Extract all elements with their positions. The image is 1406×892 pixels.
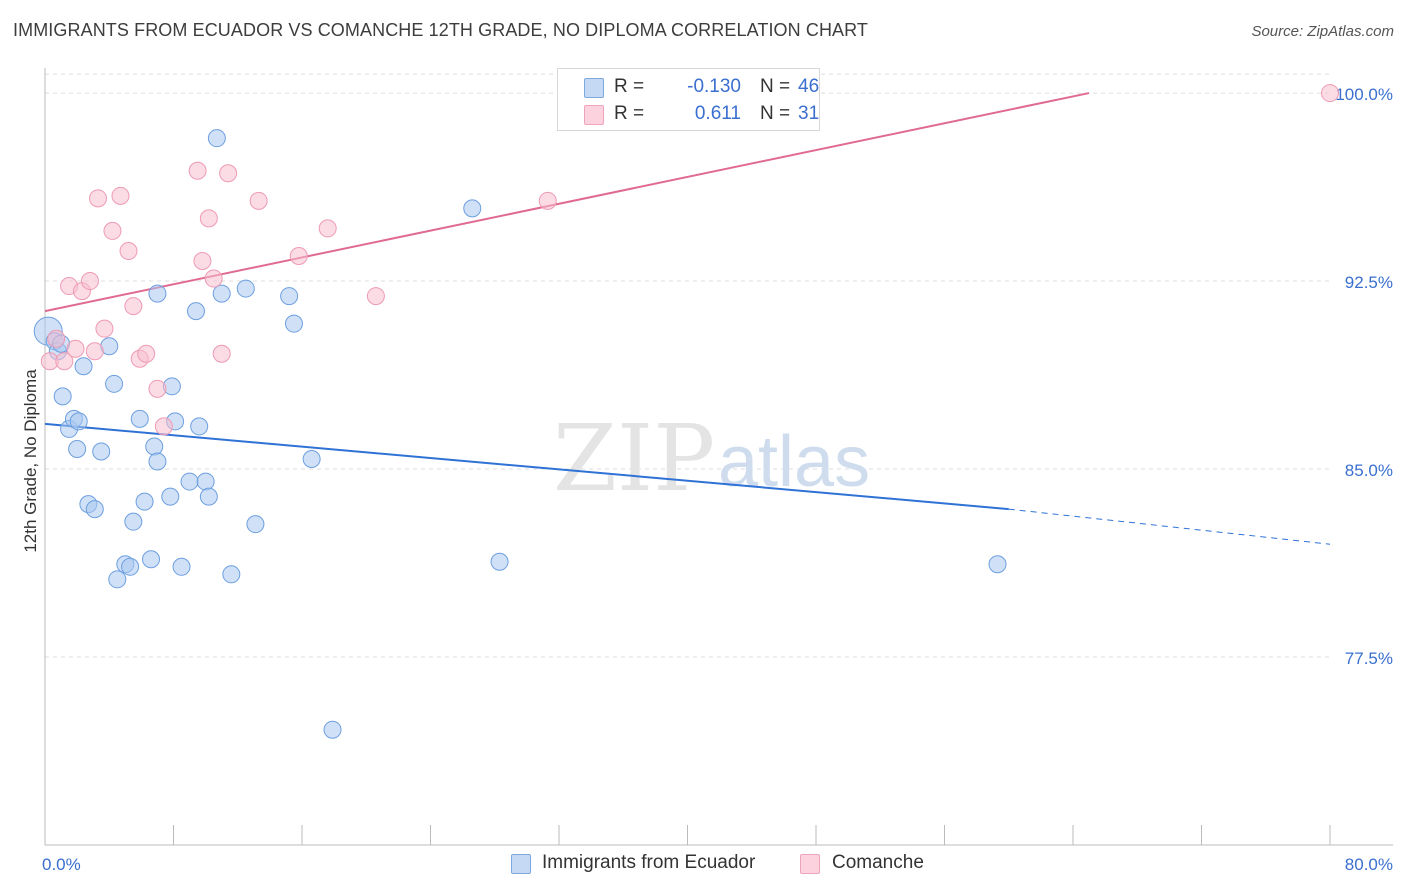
bottom-legend-swatch-pink (800, 854, 820, 874)
y-tick-label: 77.5% (1345, 649, 1393, 668)
point-comanche (124, 297, 143, 316)
point-comanche (249, 191, 268, 210)
point-comanche (212, 344, 231, 363)
x-tick-label: 80.0% (1345, 855, 1393, 874)
point-comanche (85, 342, 104, 361)
point-ecuador (68, 439, 87, 458)
point-ecuador (142, 550, 161, 569)
point-comanche (188, 161, 207, 180)
point-ecuador (988, 555, 1007, 574)
point-ecuador (186, 302, 205, 321)
bottom-legend-label: Comanche (832, 852, 924, 873)
legend-n-label: N = (760, 76, 791, 97)
point-comanche (47, 329, 66, 348)
legend-n-label: N = (760, 103, 791, 124)
point-ecuador (135, 492, 154, 511)
point-comanche (148, 379, 167, 398)
point-comanche (1321, 84, 1339, 103)
point-comanche (154, 417, 173, 436)
bottom-legend-label: Immigrants from Ecuador (542, 852, 756, 873)
watermark-zip: ZIP (553, 405, 715, 512)
point-ecuador (145, 437, 164, 456)
point-comanche (119, 241, 138, 260)
y-tick-label: 92.5% (1345, 273, 1393, 292)
point-comanche (538, 191, 557, 210)
point-ecuador (490, 552, 509, 571)
point-ecuador (92, 442, 111, 461)
point-comanche (137, 344, 156, 363)
bottom-legend-swatch-blue (511, 854, 531, 874)
legend-r-label: R = (614, 103, 645, 124)
axes (44, 68, 1393, 846)
source-label: Source: ZipAtlas.com (1251, 23, 1394, 40)
legend-r-label: R = (614, 76, 645, 97)
point-ecuador (121, 557, 140, 576)
point-ecuador (302, 450, 321, 469)
point-ecuador (190, 417, 209, 436)
trend-line-ecuador (44, 422, 1009, 511)
point-ecuador (161, 487, 180, 506)
point-ecuador (207, 129, 226, 148)
point-ecuador (323, 720, 342, 739)
point-ecuador (199, 487, 218, 506)
x-tick-label: 0.0% (42, 855, 81, 874)
point-comanche (103, 221, 122, 240)
point-comanche (199, 209, 218, 228)
y-tick-label: 100.0% (1335, 85, 1393, 104)
legend-r-value: 0.611 (694, 103, 741, 124)
legend-n-value: 46 (798, 76, 820, 97)
point-ecuador (236, 279, 255, 298)
point-comanche (111, 186, 130, 205)
point-comanche (193, 251, 212, 270)
point-comanche (366, 287, 385, 306)
point-comanche (318, 219, 337, 238)
point-comanche (55, 352, 74, 371)
watermark: ZIP atlas (553, 405, 870, 512)
point-ecuador (105, 374, 124, 393)
y-axis-label: 12th Grade, No Diploma (21, 369, 40, 553)
point-comanche (204, 269, 223, 288)
data-points (33, 84, 1339, 739)
point-comanche (80, 272, 99, 291)
watermark-atlas: atlas (718, 422, 870, 502)
point-ecuador (69, 412, 88, 431)
legend-n-value: 31 (798, 103, 820, 124)
point-ecuador (130, 409, 149, 428)
point-ecuador (85, 500, 104, 519)
point-ecuador (222, 565, 241, 584)
point-ecuador (148, 452, 167, 471)
legend-swatch-blue (584, 78, 604, 98)
point-ecuador (196, 472, 215, 491)
stats-legend: R = -0.130 N = 46 R = 0.611 N = 31 (557, 68, 820, 131)
point-comanche (289, 246, 308, 265)
chart-title: IMMIGRANTS FROM ECUADOR VS COMANCHE 12TH… (13, 20, 869, 40)
point-ecuador (172, 557, 191, 576)
point-comanche (95, 319, 114, 338)
point-ecuador (53, 387, 72, 406)
point-comanche (219, 164, 238, 183)
point-ecuador (108, 570, 127, 589)
point-comanche (66, 339, 85, 358)
legend-r-value: -0.130 (687, 76, 741, 97)
point-ecuador (463, 199, 482, 218)
legend-swatch-pink (584, 105, 604, 125)
point-comanche (89, 189, 108, 208)
point-ecuador (212, 284, 231, 303)
point-ecuador (246, 515, 265, 534)
point-ecuador (74, 357, 93, 376)
point-ecuador (148, 284, 167, 303)
tick-labels: 77.5% 85.0% 92.5% 100.0% 0.0% 80.0% (42, 85, 1393, 874)
point-ecuador (124, 512, 143, 531)
y-tick-label: 85.0% (1345, 461, 1393, 480)
trend-line-ecuador-extension (1008, 508, 1331, 545)
point-ecuador (284, 314, 303, 333)
point-ecuador (180, 472, 199, 491)
point-ecuador (280, 287, 299, 306)
